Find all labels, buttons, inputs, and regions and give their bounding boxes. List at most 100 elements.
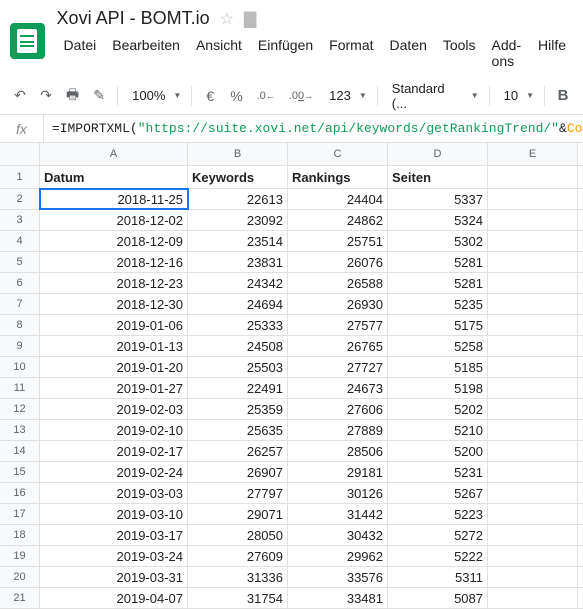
data-cell[interactable]: 24673 [288, 378, 388, 398]
data-cell[interactable] [488, 315, 578, 335]
data-cell[interactable]: 24694 [188, 294, 288, 314]
row-header[interactable]: 10 [0, 357, 40, 377]
data-cell[interactable] [488, 336, 578, 356]
data-cell[interactable]: 28506 [288, 441, 388, 461]
data-cell[interactable] [488, 294, 578, 314]
data-cell[interactable] [488, 567, 578, 587]
data-cell[interactable]: 27577 [288, 315, 388, 335]
row-header[interactable]: 20 [0, 567, 40, 587]
data-cell[interactable] [488, 357, 578, 377]
data-cell[interactable] [488, 483, 578, 503]
data-cell[interactable]: 5324 [388, 210, 488, 230]
data-cell[interactable]: 30432 [288, 525, 388, 545]
data-cell[interactable]: 2019-03-31 [40, 567, 188, 587]
data-cell[interactable]: 30126 [288, 483, 388, 503]
data-cell[interactable]: 26765 [288, 336, 388, 356]
data-cell[interactable]: 31336 [188, 567, 288, 587]
data-cell[interactable]: 5337 [388, 189, 488, 209]
col-header-d[interactable]: D [388, 143, 488, 165]
data-cell[interactable]: 5202 [388, 399, 488, 419]
row-header[interactable]: 15 [0, 462, 40, 482]
print-icon[interactable]: 🖶 [60, 83, 85, 109]
data-cell[interactable]: 27797 [188, 483, 288, 503]
data-cell[interactable]: 26588 [288, 273, 388, 293]
data-cell[interactable]: 5185 [388, 357, 488, 377]
font-dropdown[interactable]: Standard (...▼ [384, 79, 483, 113]
row-header[interactable]: 19 [0, 546, 40, 566]
row-header[interactable]: 14 [0, 441, 40, 461]
data-cell[interactable]: 24404 [288, 189, 388, 209]
row-header[interactable]: 8 [0, 315, 40, 335]
row-header[interactable]: 9 [0, 336, 40, 356]
data-cell[interactable]: 2018-11-25 [40, 189, 188, 209]
data-cell[interactable]: 2018-12-16 [40, 252, 188, 272]
undo-icon[interactable]: ↶ [8, 83, 32, 109]
zoom-dropdown[interactable]: 100%▼ [124, 86, 185, 105]
data-cell[interactable]: 2018-12-09 [40, 231, 188, 251]
data-cell[interactable]: 31442 [288, 504, 388, 524]
data-cell[interactable] [488, 525, 578, 545]
col-header-c[interactable]: C [288, 143, 388, 165]
header-cell[interactable]: Rankings [288, 166, 388, 188]
row-header[interactable]: 5 [0, 252, 40, 272]
row-header[interactable]: 4 [0, 231, 40, 251]
data-cell[interactable]: 5311 [388, 567, 488, 587]
data-cell[interactable]: 2019-04-07 [40, 588, 188, 608]
row-header[interactable]: 18 [0, 525, 40, 545]
header-cell[interactable]: Seiten [388, 166, 488, 188]
row-header[interactable]: 1 [0, 166, 40, 188]
row-header[interactable]: 7 [0, 294, 40, 314]
data-cell[interactable]: 27609 [188, 546, 288, 566]
data-cell[interactable]: 2019-02-17 [40, 441, 188, 461]
data-cell[interactable] [488, 378, 578, 398]
data-cell[interactable]: 23831 [188, 252, 288, 272]
fontsize-dropdown[interactable]: 10▼ [496, 86, 538, 105]
data-cell[interactable]: 2019-03-17 [40, 525, 188, 545]
data-cell[interactable]: 5267 [388, 483, 488, 503]
data-cell[interactable]: 5231 [388, 462, 488, 482]
data-cell[interactable] [488, 252, 578, 272]
row-header[interactable]: 12 [0, 399, 40, 419]
sheets-logo[interactable] [10, 23, 45, 59]
data-cell[interactable]: 2019-01-20 [40, 357, 188, 377]
increase-decimal-button[interactable]: .00→ [283, 83, 319, 109]
menu-addons[interactable]: Add-ons [485, 33, 529, 73]
data-cell[interactable]: 5210 [388, 420, 488, 440]
data-cell[interactable]: 2018-12-30 [40, 294, 188, 314]
data-cell[interactable]: 5302 [388, 231, 488, 251]
data-cell[interactable]: 5281 [388, 252, 488, 272]
data-cell[interactable]: 26907 [188, 462, 288, 482]
data-cell[interactable]: 27889 [288, 420, 388, 440]
data-cell[interactable]: 2019-01-06 [40, 315, 188, 335]
data-cell[interactable]: 24508 [188, 336, 288, 356]
col-header-e[interactable]: E [488, 143, 578, 165]
header-cell[interactable] [488, 166, 578, 188]
menu-datei[interactable]: Datei [57, 33, 104, 73]
bold-button[interactable]: B [551, 83, 575, 109]
menu-einfuegen[interactable]: Einfügen [251, 33, 320, 73]
header-cell[interactable]: Datum [40, 166, 188, 188]
row-header[interactable]: 16 [0, 483, 40, 503]
data-cell[interactable]: 27606 [288, 399, 388, 419]
data-cell[interactable]: 2019-02-10 [40, 420, 188, 440]
data-cell[interactable]: 24862 [288, 210, 388, 230]
data-cell[interactable]: 28050 [188, 525, 288, 545]
number-format-dropdown[interactable]: 123▼ [321, 86, 371, 105]
data-cell[interactable]: 5235 [388, 294, 488, 314]
data-cell[interactable] [488, 546, 578, 566]
data-cell[interactable]: 5198 [388, 378, 488, 398]
data-cell[interactable] [488, 273, 578, 293]
data-cell[interactable]: 2019-03-03 [40, 483, 188, 503]
document-title[interactable]: Xovi API - BOMT.io [57, 8, 210, 29]
data-cell[interactable]: 5258 [388, 336, 488, 356]
data-cell[interactable]: 23092 [188, 210, 288, 230]
menu-hilfe[interactable]: Hilfe [531, 33, 573, 73]
data-cell[interactable]: 25751 [288, 231, 388, 251]
menu-daten[interactable]: Daten [383, 33, 434, 73]
row-header[interactable]: 2 [0, 189, 40, 209]
data-cell[interactable]: 5200 [388, 441, 488, 461]
data-cell[interactable]: 33576 [288, 567, 388, 587]
data-cell[interactable] [488, 231, 578, 251]
row-header[interactable]: 3 [0, 210, 40, 230]
decrease-decimal-button[interactable]: .0← [251, 83, 281, 109]
